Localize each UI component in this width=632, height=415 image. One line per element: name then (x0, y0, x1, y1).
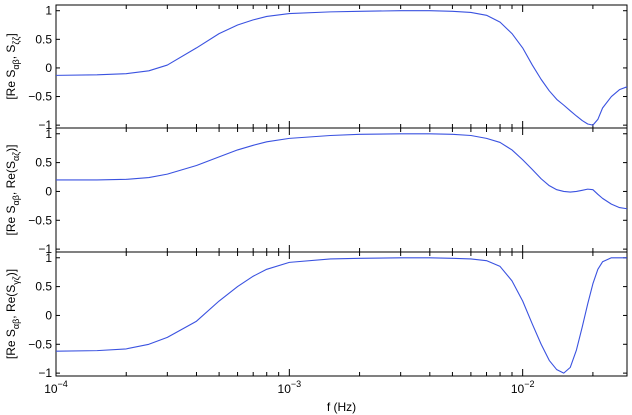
x-tick-exponent: −3 (291, 379, 301, 389)
x-tick-exponent: −2 (524, 379, 534, 389)
y-label-part: )] (4, 269, 18, 276)
y-label-subscript: γζ (11, 276, 21, 285)
axes-frame-2 (55, 127, 628, 253)
y-label-subscript: αβ (11, 319, 21, 329)
series-line-3 (55, 257, 627, 374)
y-tick-label: 1 (45, 127, 52, 141)
y-tick-label: −0.5 (28, 213, 52, 227)
y-tick-label: −1 (38, 242, 52, 256)
x-tick-label: 10−3 (278, 379, 302, 396)
y-tick-label: 0 (45, 184, 52, 198)
y-tick-label: 1 (45, 251, 52, 265)
y-label-part: , Re(S (4, 161, 18, 195)
series-line-1 (55, 10, 628, 126)
x-axis-label: f (Hz) (327, 400, 356, 414)
x-tick-base: 10 (278, 382, 292, 396)
y-label-part: [Re S (4, 70, 18, 100)
y-tick-label: 0.5 (35, 156, 52, 170)
y-label-part: [Re S (4, 329, 18, 359)
y-tick-label: −0.5 (28, 90, 52, 104)
y-tick-label: 0.5 (35, 32, 52, 46)
y-axis-label-3: [Re Sαβ, Re(Sγζ)] (4, 269, 21, 359)
y-label-part: , S (4, 45, 18, 60)
y-tick-label: −0.5 (28, 337, 52, 351)
y-label-part: ] (4, 33, 18, 36)
y-tick-label: 0 (45, 308, 52, 322)
y-tick-label: 0 (45, 61, 52, 75)
x-tick-label: 10−2 (511, 379, 535, 396)
x-tick-exponent: −4 (58, 379, 68, 389)
y-tick-label: 1 (45, 4, 52, 18)
x-tick-label: 10−4 (44, 379, 68, 396)
y-label-subscript: αζ (11, 152, 21, 161)
x-tick-base: 10 (511, 382, 525, 396)
series-line-2 (56, 133, 628, 210)
y-label-subscript: αβ (11, 59, 21, 69)
y-label-part: )] (4, 145, 18, 152)
y-label-subscript: αβ (11, 195, 21, 205)
axes-frame-3 (55, 251, 628, 377)
y-tick-label: −1 (38, 118, 52, 132)
y-tick-label: −1 (38, 366, 52, 380)
y-label-part: , Re(S (4, 285, 18, 319)
axes-frame-1 (55, 4, 628, 129)
y-label-subscript: ζζ (11, 37, 21, 45)
y-axis-label-2: [Re Sαβ, Re(Sαζ)] (4, 145, 21, 236)
y-tick-label: 0.5 (35, 280, 52, 294)
y-label-part: [Re S (4, 205, 18, 235)
x-tick-base: 10 (44, 382, 58, 396)
y-axis-label-1: [Re Sαβ, Sζζ] (4, 33, 21, 99)
